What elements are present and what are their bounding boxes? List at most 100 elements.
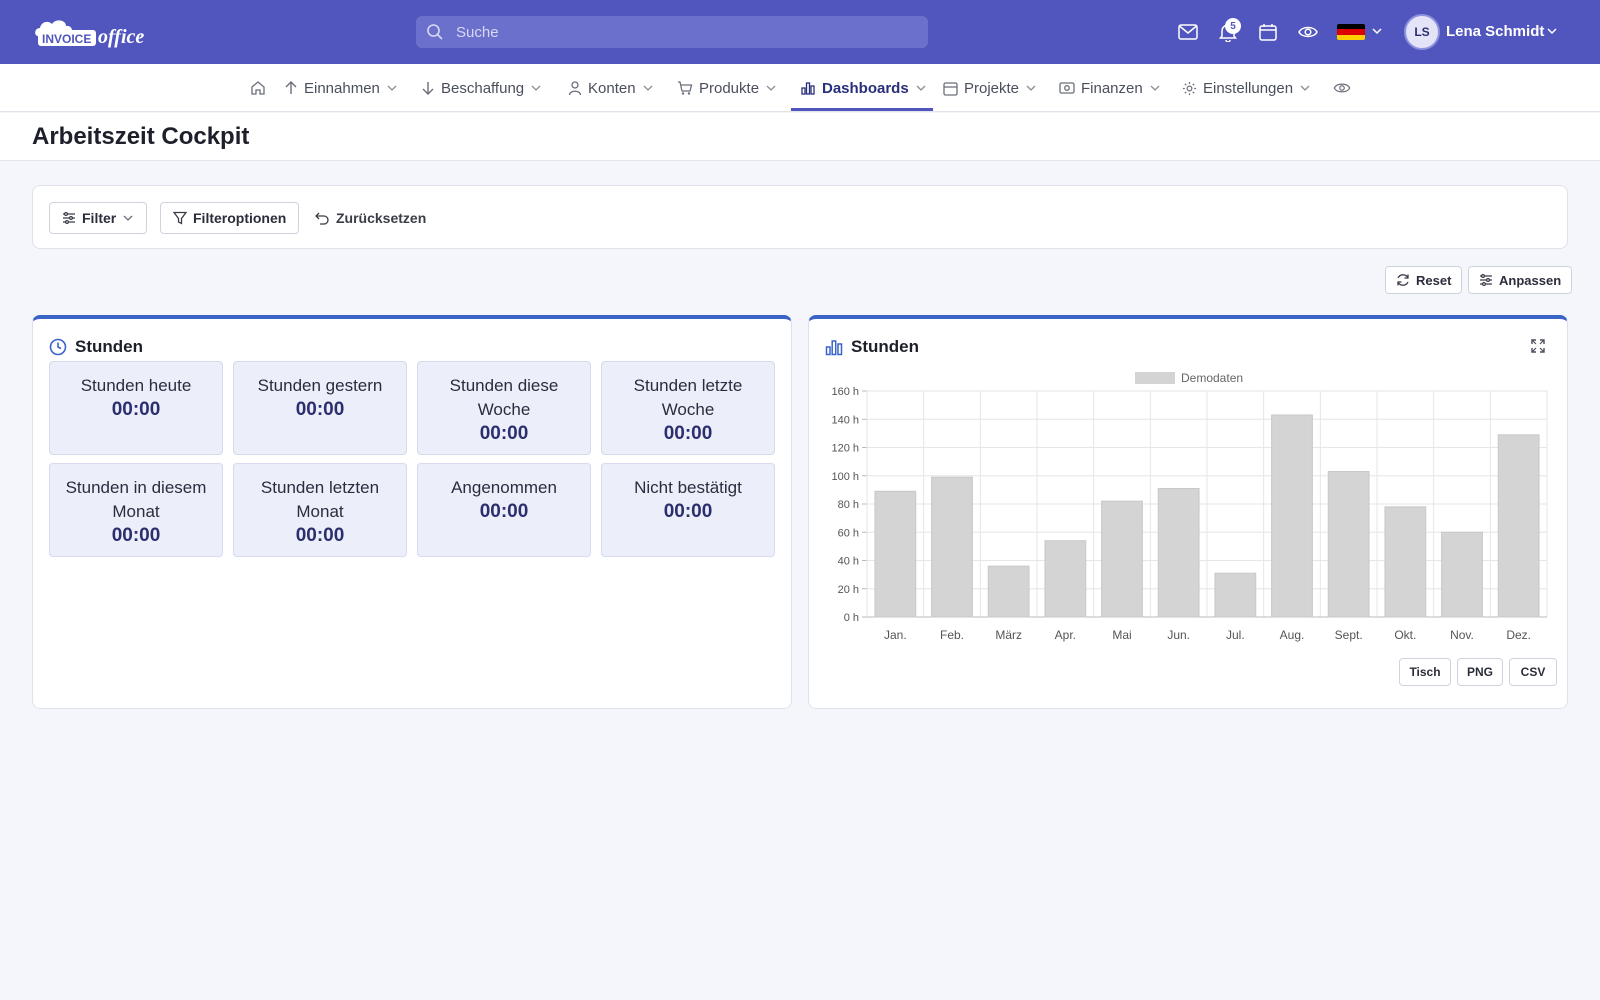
- nav-label: Konten: [588, 79, 636, 97]
- reset-button[interactable]: Reset: [1385, 266, 1463, 294]
- nav-item-projekte[interactable]: Projekte: [943, 64, 1037, 112]
- chevron-down-icon: [1300, 85, 1310, 91]
- bar-chart-icon: [801, 82, 815, 95]
- expand-icon[interactable]: [1531, 339, 1545, 353]
- y-tick-label: 20 h: [838, 584, 859, 596]
- chevron-down-icon: [1150, 85, 1160, 91]
- invoice-office-logo[interactable]: INVOICE office: [32, 14, 174, 50]
- nav-item-produkte[interactable]: Produkte: [677, 64, 777, 112]
- chevron-down-icon: [387, 85, 397, 91]
- page-title: Arbeitszeit Cockpit: [32, 123, 250, 150]
- german-flag-icon[interactable]: [1337, 24, 1365, 40]
- bar[interactable]: [1327, 471, 1370, 618]
- legend-swatch: [1135, 372, 1175, 384]
- nav-label: Einstellungen: [1203, 79, 1294, 97]
- calendar-icon: [943, 81, 958, 96]
- clock-icon: [49, 338, 67, 356]
- stat-value: 00:00: [663, 501, 713, 522]
- stat-card: Stunden letzten Monat 00:00: [233, 463, 407, 557]
- calendar-icon[interactable]: [1256, 20, 1280, 44]
- chevron-down-icon: [916, 85, 926, 91]
- x-tick-label: Jul.: [1226, 628, 1245, 642]
- y-tick-label: 140 h: [831, 414, 859, 426]
- filter-options-label: Filteroptionen: [193, 210, 287, 226]
- x-tick-label: März: [995, 628, 1022, 642]
- stat-value: 00:00: [295, 525, 345, 546]
- hours-chart-panel: Stunden Demodaten Jan. Feb. März Apr. Mai Jun…: [808, 315, 1568, 709]
- y-tick-label: 60 h: [838, 527, 859, 539]
- chevron-down-icon: [1026, 85, 1036, 91]
- stat-card: Stunden in diesem Monat 00:00: [49, 463, 223, 557]
- y-tick-label: 100 h: [831, 471, 859, 483]
- bar[interactable]: [1101, 500, 1143, 618]
- stat-card: Stunden diese Woche 00:00: [417, 361, 591, 455]
- chevron-down-icon[interactable]: [1371, 25, 1383, 37]
- nav-label: Einnahmen: [304, 79, 380, 97]
- customize-button[interactable]: Anpassen: [1468, 266, 1573, 294]
- filter-options-button[interactable]: Filteroptionen: [160, 202, 300, 234]
- nav-item-einstellungen[interactable]: Einstellungen: [1182, 64, 1311, 112]
- chevron-down-icon: [643, 85, 653, 91]
- filter-label: Filter: [82, 210, 117, 226]
- nav-item-beschaffung[interactable]: Beschaffung: [421, 64, 542, 112]
- chevron-down-icon[interactable]: [1546, 25, 1558, 37]
- search-bar[interactable]: [416, 16, 928, 48]
- panel-title: Stunden: [75, 337, 143, 356]
- bar[interactable]: [931, 476, 973, 618]
- search-icon: [427, 24, 443, 40]
- bar[interactable]: [987, 565, 1030, 618]
- search-input[interactable]: [456, 16, 916, 48]
- bar-chart: Demodaten Jan. Feb. März Apr. Mai Jun. Jul. Aug…: [831, 371, 1548, 642]
- table-button[interactable]: Tisch: [1399, 658, 1451, 686]
- csv-export-button[interactable]: CSV: [1509, 658, 1557, 686]
- filter-card: Filter Filteroptionen Zurücksetzen: [32, 185, 1568, 249]
- stat-label: Nicht bestätigt: [634, 478, 742, 497]
- stat-label: Angenommen: [451, 478, 557, 497]
- reset-label: Reset: [1416, 272, 1452, 288]
- stat-value: 00:00: [663, 423, 713, 444]
- bar[interactable]: [1441, 531, 1483, 618]
- panel-header: Stunden: [825, 337, 919, 357]
- x-tick-label: Apr.: [1055, 628, 1076, 642]
- y-tick-label: 160 h: [831, 386, 859, 398]
- nav-item-finanzen[interactable]: Finanzen: [1059, 64, 1161, 112]
- arrow-up-icon: [285, 81, 297, 94]
- bar[interactable]: [1214, 572, 1257, 618]
- home-icon[interactable]: [250, 64, 266, 112]
- stat-label: Stunden heute: [80, 376, 192, 395]
- stat-label: Stunden letzten Monat: [260, 478, 380, 521]
- stat-label: Stunden letzte Woche: [633, 376, 743, 419]
- user-name[interactable]: Lena Schmidt: [1446, 23, 1545, 40]
- png-export-button[interactable]: PNG: [1457, 658, 1503, 686]
- bar[interactable]: [1157, 487, 1200, 618]
- stat-card: Stunden letzte Woche 00:00: [601, 361, 775, 455]
- mail-icon[interactable]: [1176, 20, 1200, 44]
- bar[interactable]: [874, 490, 917, 618]
- active-tab-indicator: [791, 108, 933, 111]
- stat-label: Stunden gestern: [257, 376, 383, 395]
- reset-filters-button[interactable]: Zurücksetzen: [303, 202, 439, 234]
- eye-icon[interactable]: [1296, 20, 1320, 44]
- top-bar: INVOICE office 5 LS Lena Schmidt: [0, 0, 1600, 64]
- nav-label: Finanzen: [1081, 79, 1143, 97]
- x-tick-label: Mai: [1112, 628, 1131, 642]
- panel-header: Stunden: [49, 337, 143, 357]
- nav-item-einnahmen[interactable]: Einnahmen: [284, 64, 398, 112]
- bar[interactable]: [1384, 506, 1427, 618]
- legend-label: Demodaten: [1181, 371, 1243, 385]
- stat-value: 00:00: [111, 399, 161, 420]
- eye-icon[interactable]: [1333, 64, 1351, 112]
- nav-item-dashboards[interactable]: Dashboards: [800, 64, 927, 112]
- y-tick-label: 80 h: [838, 499, 859, 511]
- bar[interactable]: [1044, 540, 1087, 618]
- customize-label: Anpassen: [1499, 272, 1562, 288]
- filter-button[interactable]: Filter: [49, 202, 148, 234]
- reset-filters-label: Zurücksetzen: [336, 210, 427, 226]
- avatar[interactable]: LS: [1404, 14, 1440, 50]
- bar[interactable]: [1497, 434, 1540, 618]
- panel-title: Stunden: [851, 337, 919, 356]
- stat-label: Stunden in diesem Monat: [65, 478, 207, 521]
- bar[interactable]: [1271, 414, 1313, 618]
- nav-item-konten[interactable]: Konten: [568, 64, 654, 112]
- y-tick-label: 0 h: [844, 612, 859, 624]
